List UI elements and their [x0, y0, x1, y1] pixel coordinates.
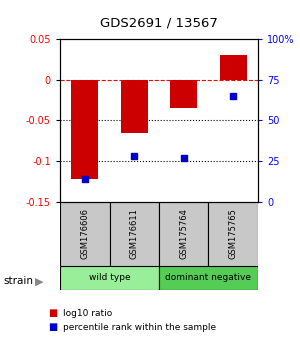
Bar [208, 202, 258, 266]
Text: ▶: ▶ [34, 276, 43, 286]
Point [82, 176, 87, 182]
Text: log10 ratio: log10 ratio [63, 309, 112, 318]
Text: ■: ■ [48, 308, 57, 318]
Bar [170, 80, 197, 108]
Bar [110, 202, 159, 266]
Text: dominant negative: dominant negative [166, 273, 251, 282]
Point [181, 155, 186, 161]
Text: GSM176606: GSM176606 [80, 208, 89, 259]
Point [132, 153, 137, 159]
Bar [121, 80, 148, 132]
Text: percentile rank within the sample: percentile rank within the sample [63, 323, 216, 332]
Text: wild type: wild type [89, 273, 130, 282]
Point [231, 93, 236, 99]
Bar [60, 202, 110, 266]
Text: GDS2691 / 13567: GDS2691 / 13567 [100, 17, 218, 29]
Bar [159, 266, 258, 290]
Bar [71, 80, 98, 179]
Bar [159, 202, 208, 266]
Text: strain: strain [3, 276, 33, 286]
Bar [60, 266, 159, 290]
Text: ■: ■ [48, 322, 57, 332]
Text: GSM175764: GSM175764 [179, 208, 188, 259]
Bar [220, 55, 247, 80]
Text: GSM176611: GSM176611 [130, 208, 139, 259]
Text: GSM175765: GSM175765 [229, 208, 238, 259]
